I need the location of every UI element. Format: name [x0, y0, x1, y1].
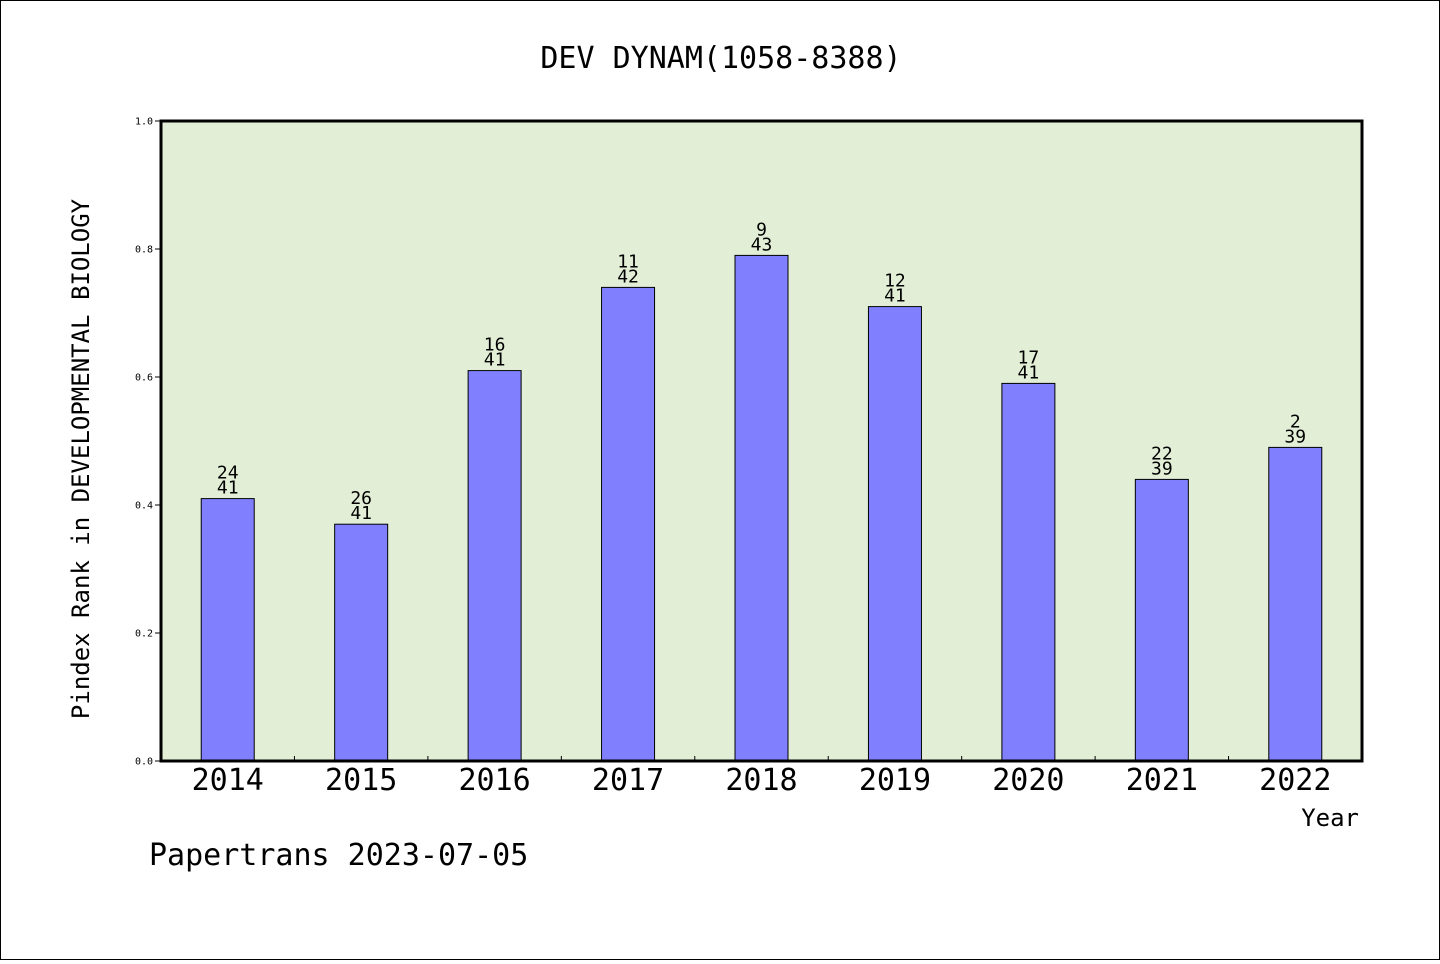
data-label-total: 39 [1284, 426, 1306, 447]
bar-2017 [601, 286, 656, 762]
x-tick-label: 2017 [592, 763, 664, 798]
x-axis-label: Year [1301, 804, 1359, 832]
y-tick-label: 0.0 [135, 757, 153, 768]
x-tick-label: 2022 [1259, 763, 1331, 798]
bar-group [200, 254, 1323, 762]
x-tick-label: 2015 [325, 763, 397, 798]
data-label-rank: 24 [217, 463, 239, 484]
data-label-total: 39 [1151, 458, 1173, 479]
bar-2019 [867, 306, 922, 762]
data-label-rank: 26 [350, 488, 372, 509]
data-label-total: 41 [217, 478, 239, 499]
x-tick-label: 2021 [1126, 763, 1198, 798]
bar-2022 [1268, 446, 1323, 762]
bar-2015 [334, 523, 389, 762]
y-tick-label: 0.8 [135, 245, 153, 256]
y-axis-label: Pindex Rank in DEVELOPMENTAL BIOLOGY [67, 198, 95, 719]
data-label-rank: 12 [884, 271, 906, 292]
chart-title: DEV DYNAM(1058-8388) [540, 41, 901, 76]
data-label-rank: 22 [1151, 443, 1173, 464]
data-label-rank: 2 [1290, 411, 1301, 432]
y-tick-label: 1.0 [135, 117, 153, 128]
data-label-total: 42 [617, 266, 639, 287]
y-tick-label: 0.6 [135, 373, 153, 384]
x-tick-label: 2014 [192, 763, 264, 798]
footer-text: Papertrans 2023-07-05 [149, 838, 528, 873]
bar-2014 [200, 498, 255, 762]
data-label-total: 43 [751, 234, 773, 255]
bar-2021 [1134, 478, 1189, 762]
data-label-total: 41 [884, 286, 906, 307]
bar-2018 [734, 254, 789, 762]
y-tick-label: 0.4 [135, 501, 153, 512]
bar-2020 [1001, 382, 1056, 762]
y-tick-label: 0.2 [135, 629, 153, 640]
data-label-rank: 17 [1018, 347, 1040, 368]
data-label-total: 41 [350, 503, 372, 524]
data-label-rank: 9 [756, 219, 767, 240]
plot-border [159, 119, 1364, 763]
bar-2016 [467, 370, 522, 762]
x-tick-label: 2019 [859, 763, 931, 798]
data-label-total: 41 [1018, 362, 1040, 383]
y-axis: 0.0 0.2 0.4 0.6 0.8 1.0 [135, 117, 161, 768]
data-label-total: 41 [484, 350, 506, 371]
data-label-rank: 11 [617, 251, 639, 272]
x-tick-label: 2018 [725, 763, 797, 798]
x-tick-label: 2016 [458, 763, 530, 798]
x-axis: 2014 2015 2016 2017 2018 2019 2020 2021 2022 [192, 756, 1331, 798]
x-tick-label: 2020 [992, 763, 1064, 798]
data-label-rank: 16 [484, 335, 506, 356]
